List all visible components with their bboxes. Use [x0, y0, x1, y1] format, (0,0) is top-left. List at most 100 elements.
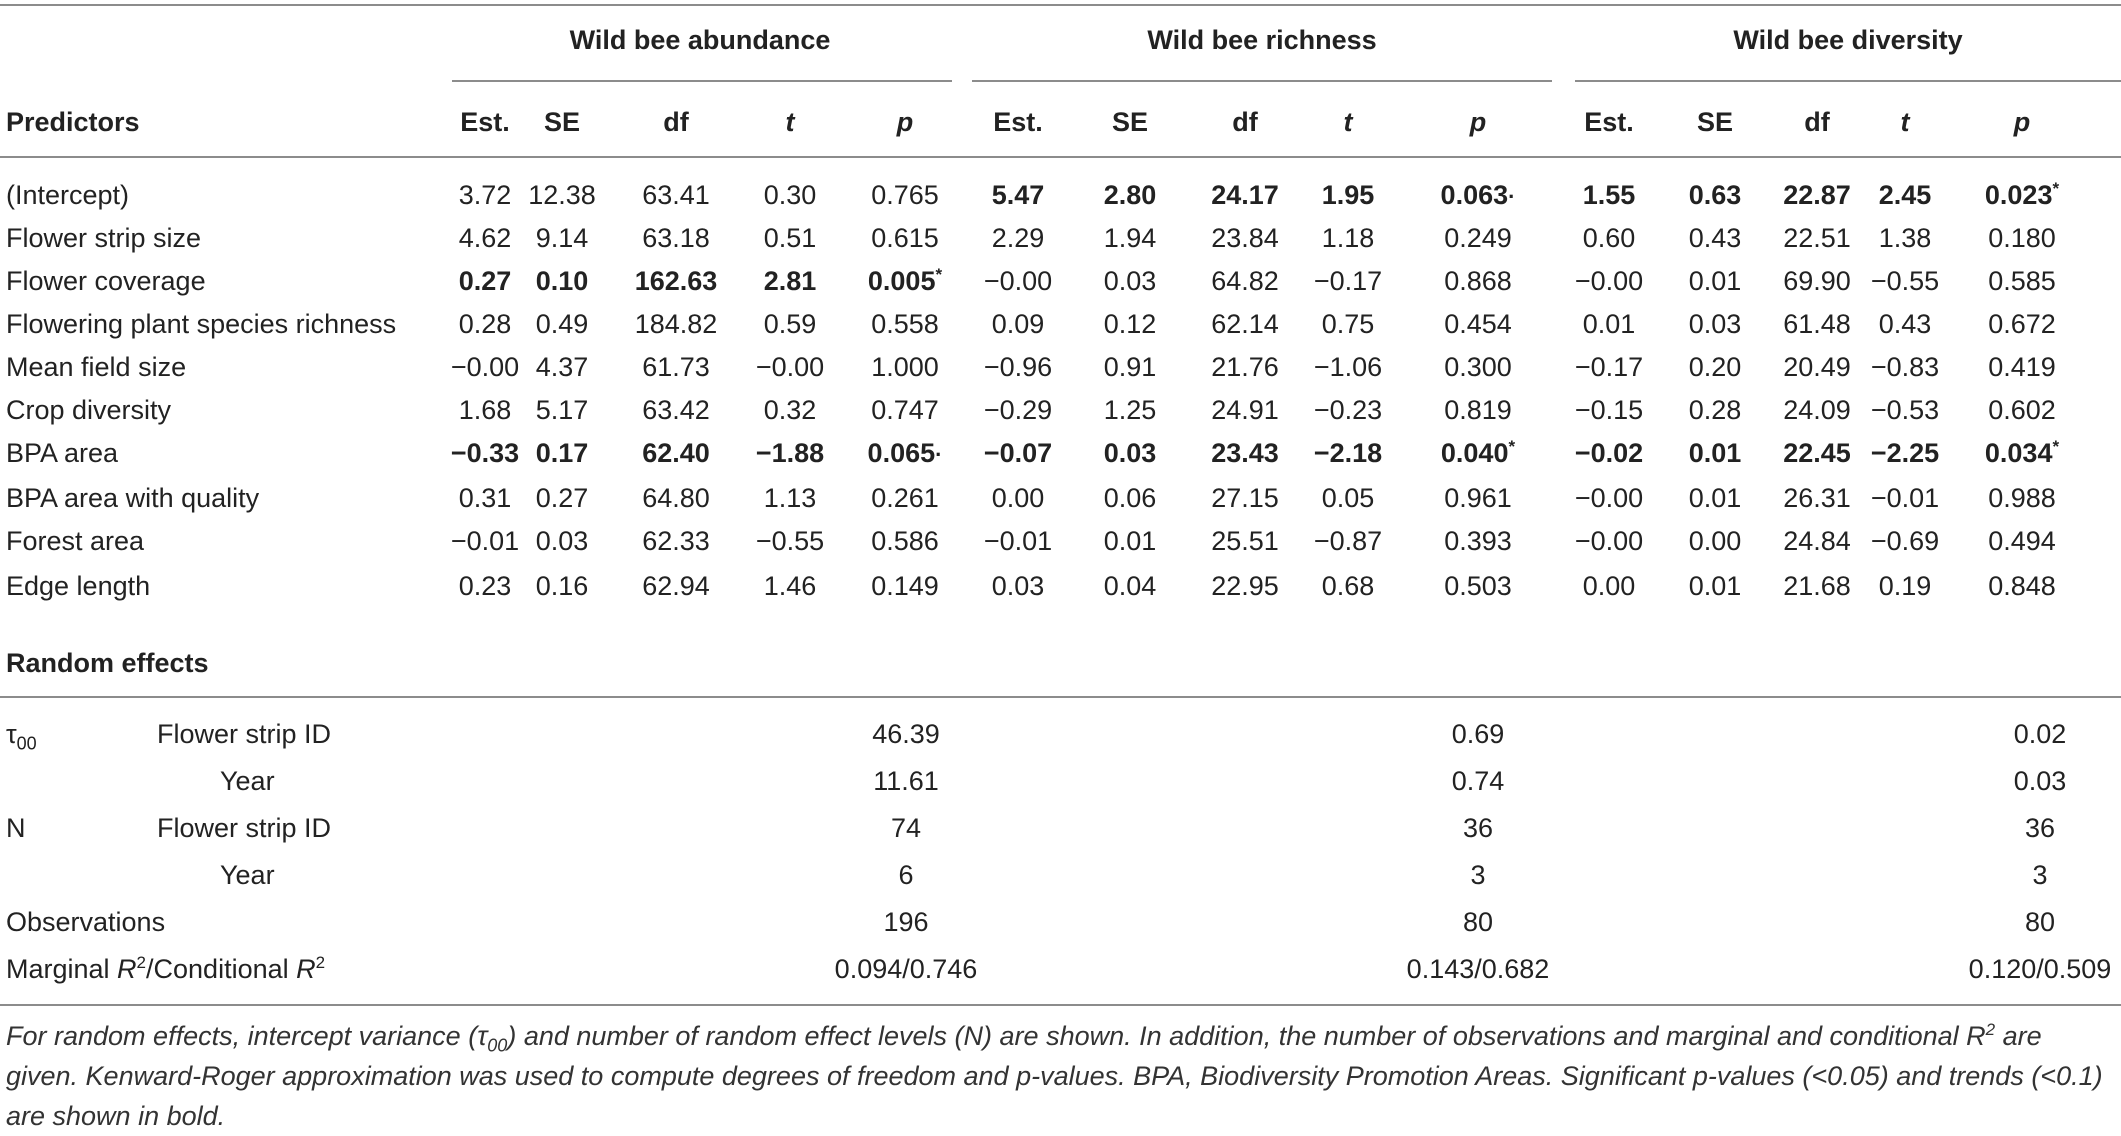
table-cell: 3.72 — [459, 179, 512, 211]
r2-superscript: 2 — [315, 953, 326, 972]
cell-value: 22.51 — [1783, 223, 1851, 253]
cell-value: 0.419 — [1988, 352, 2056, 382]
table-cell: 1.95 — [1322, 179, 1375, 211]
table-cell: 0.261 — [871, 482, 939, 514]
random-effect-value: 0.02 — [2013, 719, 2067, 749]
table-cell: 64.82 — [1211, 265, 1279, 297]
table-cell: 0.20 — [1689, 351, 1742, 383]
column-header-df: df — [1804, 107, 1830, 137]
cell-value: 0.05 — [1321, 483, 1375, 513]
cell-value: 0.27 — [535, 483, 589, 513]
table-cell: 0.91 — [1104, 351, 1157, 383]
cell-value: 0.988 — [1988, 483, 2056, 513]
table-cell: 0.01 — [1689, 570, 1742, 602]
table-cell: 0.602 — [1988, 394, 2056, 426]
table-cell: 1.13 — [764, 482, 817, 514]
cell-value: 0.01 — [1688, 266, 1742, 296]
table-cell: 0.03 — [1104, 265, 1157, 297]
column-header-df: df — [1232, 107, 1258, 137]
table-cell: 0.586 — [871, 525, 939, 557]
table-cell: 23.84 — [1211, 222, 1279, 254]
tau-label: τ00 — [6, 718, 37, 752]
table-cell: 1.38 — [1879, 222, 1932, 254]
table-cell: 0.023* — [1985, 179, 2059, 211]
table-cell: −2.18 — [1314, 437, 1382, 469]
cell-value: 0.868 — [1444, 266, 1512, 296]
cell-value: 1.25 — [1103, 395, 1157, 425]
top-rule — [0, 4, 2121, 6]
cell-value: 0.17 — [535, 438, 589, 468]
cell-value: −0.33 — [450, 438, 520, 468]
table-cell: 1.94 — [1104, 222, 1157, 254]
cell-value: −0.69 — [1870, 526, 1940, 556]
cell-value: 0.04 — [1103, 571, 1157, 601]
cell-value: 0.06 — [1103, 483, 1157, 513]
cell-value: 0.00 — [991, 483, 1045, 513]
random-effect-value: 0.143/0.682 — [1406, 954, 1550, 984]
table-cell: 0.12 — [1104, 308, 1157, 340]
n-year-label: Year — [220, 860, 275, 890]
table-cell: 0.05 — [1322, 482, 1375, 514]
table-cell: 0.868 — [1444, 265, 1512, 297]
cell-value: 0.31 — [458, 483, 512, 513]
cell-value: 1.13 — [763, 483, 817, 513]
cell-value: 0.03 — [1103, 266, 1157, 296]
cell-value: 63.42 — [642, 395, 710, 425]
r2-label-marginal: Marginal — [6, 954, 118, 984]
column-header-predictors: Predictors — [6, 107, 140, 137]
column-header-t: t — [785, 107, 795, 137]
table-cell: 21.68 — [1783, 570, 1851, 602]
cell-value: 0.01 — [1582, 309, 1636, 339]
significance-mark: · — [1508, 184, 1516, 209]
column-header-p: p — [896, 107, 914, 137]
random-effect-value: 80 — [2024, 907, 2056, 937]
cell-value: −0.00 — [1574, 526, 1644, 556]
table-cell: 5.17 — [536, 394, 589, 426]
table-cell: 1.000 — [871, 351, 939, 383]
table-cell: −0.55 — [1871, 265, 1939, 297]
cell-value: 27.15 — [1211, 483, 1279, 513]
table-cell: 0.063· — [1441, 179, 1516, 211]
cell-value: −0.00 — [450, 352, 520, 382]
table-cell: 1.18 — [1322, 222, 1375, 254]
table-cell: 0.63 — [1689, 179, 1742, 211]
cell-value: 1.18 — [1321, 223, 1375, 253]
table-cell: −0.15 — [1575, 394, 1643, 426]
cell-value: 62.40 — [642, 438, 710, 468]
cell-value: 0.065 — [867, 438, 936, 468]
table-cell: 24.09 — [1783, 394, 1851, 426]
table-cell: 5.47 — [992, 179, 1045, 211]
cell-value: 0.63 — [1688, 180, 1742, 210]
cell-value: −0.23 — [1313, 395, 1383, 425]
table-cell: 0.32 — [764, 394, 817, 426]
cell-value: 20.49 — [1783, 352, 1851, 382]
table-cell: 0.09 — [992, 308, 1045, 340]
table-cell: 0.59 — [764, 308, 817, 340]
cell-value: 0.819 — [1444, 395, 1512, 425]
cell-value: 0.30 — [763, 180, 817, 210]
cell-value: 0.16 — [535, 571, 589, 601]
table-cell: −0.00 — [1575, 265, 1643, 297]
table-cell: −0.53 — [1871, 394, 1939, 426]
cell-value: 0.558 — [871, 309, 939, 339]
cell-value: 0.747 — [871, 395, 939, 425]
table-cell: −0.55 — [756, 525, 824, 557]
table-caption: For random effects, intercept variance (… — [6, 1016, 2116, 1136]
table-cell: 0.28 — [1689, 394, 1742, 426]
tau-year-label: Year — [220, 766, 275, 796]
table-cell: 2.45 — [1879, 179, 1932, 211]
r2-label-conditional: /Conditional — [146, 954, 297, 984]
table-cell: 0.249 — [1444, 222, 1512, 254]
row-label: BPA area with quality — [6, 483, 260, 513]
table-cell: 184.82 — [635, 308, 718, 340]
cell-value: 0.454 — [1444, 309, 1512, 339]
cell-value: 64.82 — [1211, 266, 1279, 296]
cell-value: 2.81 — [763, 266, 817, 296]
cell-value: 5.47 — [991, 180, 1045, 210]
cell-value: 0.49 — [535, 309, 589, 339]
table-cell: −0.69 — [1871, 525, 1939, 557]
cell-value: 61.73 — [642, 352, 710, 382]
random-effect-value: 0.69 — [1451, 719, 1505, 749]
group-header-abundance: Wild bee abundance — [569, 25, 831, 55]
cell-value: 0.43 — [1878, 309, 1932, 339]
